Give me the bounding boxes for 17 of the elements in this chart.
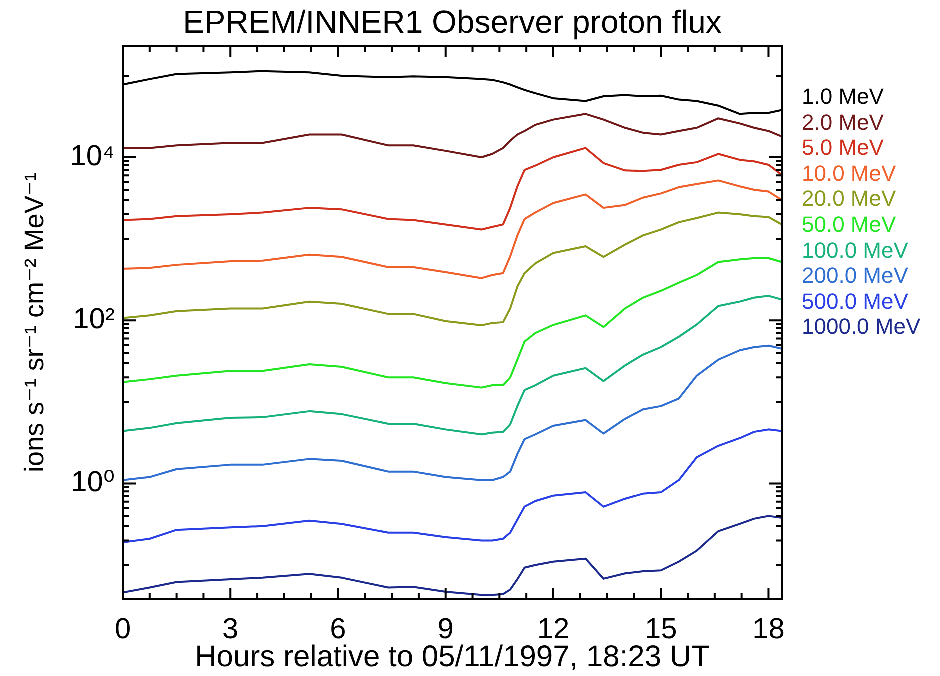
- text: 500.0 MeV: [802, 288, 910, 314]
- series-label: 10.0 MeV: [802, 160, 898, 186]
- y-tick-label: 10²: [73, 304, 116, 336]
- series-label: 20.0 MeV: [802, 186, 898, 212]
- series-label: 100.0 MeV: [802, 238, 910, 264]
- x-tick-label: 18: [752, 613, 785, 646]
- y-tick-label: 10⁰: [71, 466, 115, 499]
- text: 200.0 MeV: [802, 263, 910, 289]
- x-tick-label: 0: [114, 613, 132, 646]
- series-label: 1.0 MeV: [802, 84, 885, 110]
- chart-title: EPREM/INNER1 Observer proton flux: [183, 4, 722, 40]
- text: 1000.0 MeV: [802, 314, 921, 340]
- series-label: 5.0 MeV: [802, 135, 885, 161]
- y-tick-label: 10⁴: [70, 140, 115, 173]
- series-label: 2.0 MeV: [802, 110, 885, 136]
- y-axis-title: ions s⁻¹ sr⁻¹ cm⁻² MeV⁻¹: [20, 172, 50, 473]
- series-label: 50.0 MeV: [802, 212, 898, 238]
